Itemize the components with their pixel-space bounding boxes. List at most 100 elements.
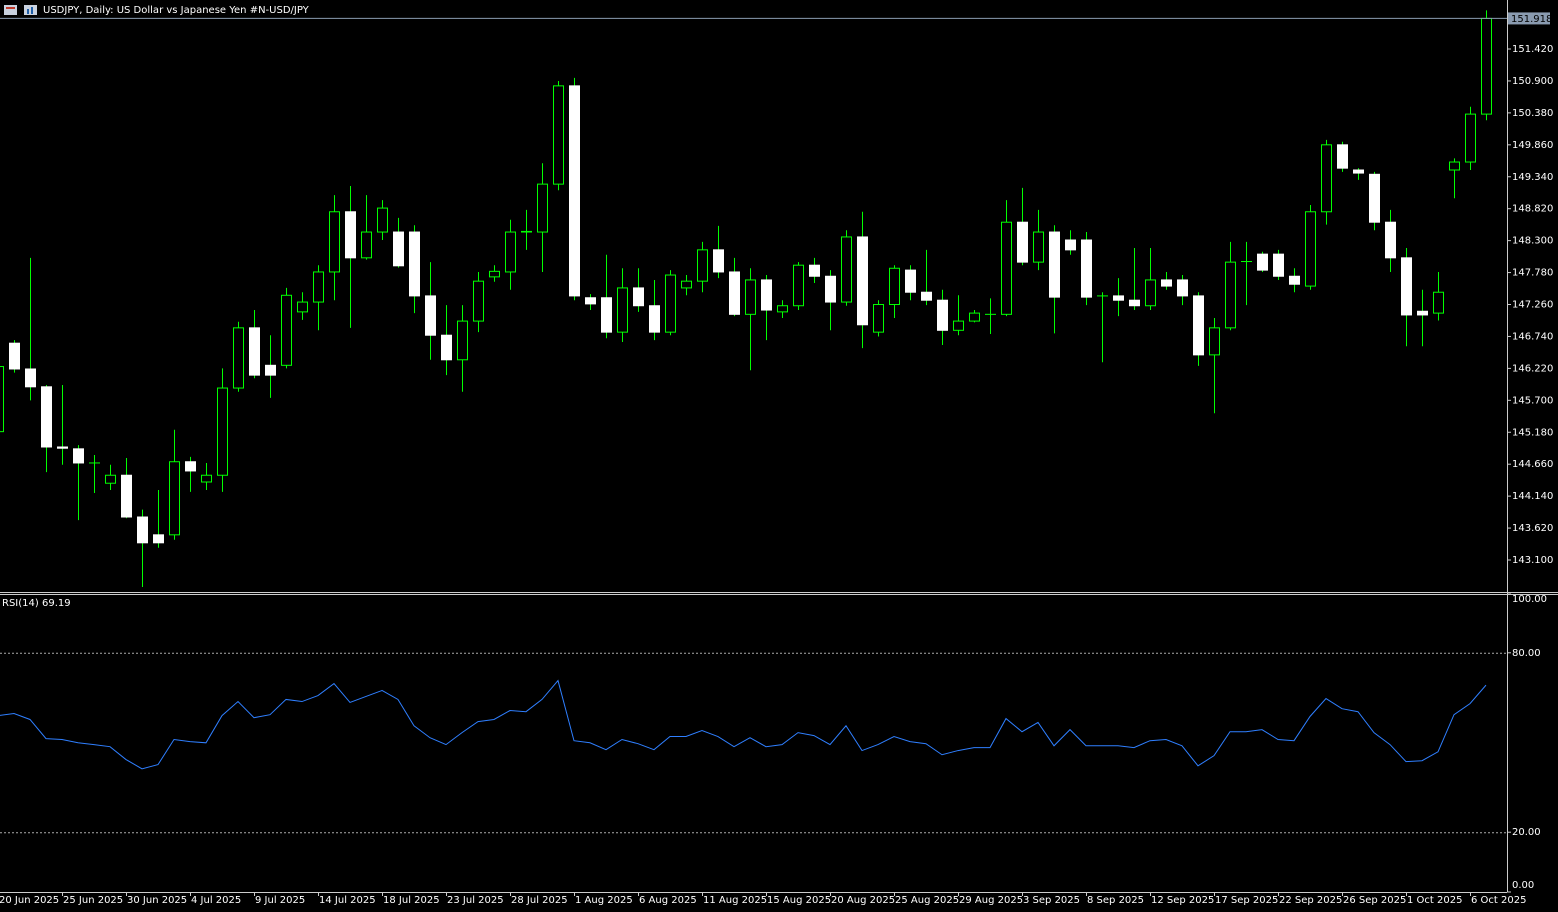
candle-body [1002, 222, 1012, 314]
candle-body [922, 292, 932, 300]
candle-body [1450, 162, 1460, 170]
candle-body [458, 321, 468, 360]
y-tick-label: 148.300 [1512, 236, 1553, 247]
y-tick-label: 145.700 [1512, 395, 1553, 406]
candle-body [490, 271, 500, 277]
x-tick-label: 4 Jul 2025 [191, 895, 241, 906]
candle-body [1178, 280, 1188, 296]
candle-body [1146, 280, 1156, 306]
candle-body [618, 288, 628, 332]
last-price-label: 151.918 [1511, 14, 1552, 25]
candle-body [874, 305, 884, 333]
y-tick-label: 149.860 [1512, 140, 1553, 151]
candle-body [714, 250, 724, 272]
y-tick-label: 150.380 [1512, 108, 1553, 119]
candle-body [1082, 240, 1092, 297]
y-tick-label: 80.00 [1512, 648, 1541, 659]
y-tick-label: 151.420 [1512, 44, 1553, 55]
x-tick-label: 12 Sep 2025 [1151, 895, 1214, 906]
candle-body [266, 365, 276, 375]
candle-body [1194, 296, 1204, 355]
x-tick-label: 6 Aug 2025 [639, 895, 697, 906]
candle-body [42, 387, 52, 447]
y-tick-label: 149.340 [1512, 172, 1553, 183]
x-tick-label: 3 Sep 2025 [1023, 895, 1080, 906]
candle-body [1386, 222, 1396, 258]
candle-body [506, 232, 516, 272]
candle-body [314, 272, 324, 302]
candle-body [602, 298, 612, 332]
candle-body [554, 86, 564, 184]
icon [6, 7, 15, 9]
candle-body [378, 208, 388, 232]
x-tick-label: 20 Aug 2025 [831, 895, 895, 906]
x-tick-label: 22 Sep 2025 [1279, 895, 1342, 906]
y-tick-label: 146.740 [1512, 331, 1553, 342]
candle-body [1402, 258, 1412, 315]
candle-body [1226, 262, 1236, 328]
x-tick-label: 25 Aug 2025 [895, 895, 959, 906]
candle-body [250, 328, 260, 375]
candle-body [842, 237, 852, 302]
candle-body [154, 535, 164, 543]
y-tick-label: 143.620 [1512, 523, 1553, 534]
y-tick-label: 147.780 [1512, 268, 1553, 279]
candle-body [1050, 232, 1060, 297]
candle-body [778, 306, 788, 312]
y-tick-label: 20.00 [1512, 827, 1541, 838]
x-tick-label: 20 Jun 2025 [0, 895, 59, 906]
candle-body [426, 296, 436, 335]
candle-body [1338, 145, 1348, 168]
x-tick-label: 23 Jul 2025 [447, 895, 504, 906]
indicator-title: RSI(14) 69.19 [2, 598, 71, 609]
x-tick-label: 9 Jul 2025 [255, 895, 305, 906]
x-tick-label: 1 Oct 2025 [1407, 895, 1462, 906]
y-tick-label: 144.140 [1512, 491, 1553, 502]
candle-body [10, 343, 20, 369]
candle-body [362, 232, 372, 258]
candle-body [698, 250, 708, 281]
candle-body [346, 212, 356, 258]
candle-body [1418, 311, 1428, 315]
candle-body [442, 335, 452, 360]
candle-body [762, 280, 772, 310]
candle-body [122, 475, 132, 517]
y-tick-label: 143.100 [1512, 555, 1553, 566]
candle-body [74, 449, 84, 463]
candle-body [938, 300, 948, 330]
x-tick-label: 15 Aug 2025 [767, 895, 831, 906]
candle-body [666, 275, 676, 332]
candle-body [586, 298, 596, 304]
candle-body [1354, 170, 1364, 173]
x-tick-label: 30 Jun 2025 [127, 895, 187, 906]
x-tick-label: 11 Aug 2025 [703, 895, 767, 906]
candle-body [1370, 174, 1380, 222]
icon [27, 9, 29, 14]
candle-body [1114, 296, 1124, 300]
indicator-name: RSI(14) [2, 598, 39, 609]
candle-body [794, 265, 804, 306]
candle-body [1034, 232, 1044, 262]
candle-body [1466, 114, 1476, 162]
candle-body [186, 462, 196, 471]
x-tick-label: 28 Jul 2025 [511, 895, 568, 906]
candle-body [234, 328, 244, 388]
indicator-value: 69.19 [42, 598, 71, 609]
y-tick-label: 146.220 [1512, 363, 1553, 374]
candle-body [858, 237, 868, 325]
candle-body [394, 232, 404, 266]
candle-body [170, 462, 180, 535]
candle-body [1306, 212, 1316, 286]
candle-body [1274, 254, 1284, 276]
x-tick-label: 25 Jun 2025 [63, 895, 123, 906]
candle-body [410, 232, 420, 296]
candle-body [570, 86, 580, 296]
candle-body [538, 184, 548, 232]
candle-body [1322, 145, 1332, 212]
x-tick-label: 8 Sep 2025 [1087, 895, 1144, 906]
x-tick-label: 6 Oct 2025 [1471, 895, 1526, 906]
candle-body [202, 475, 212, 482]
candle-body [298, 302, 308, 312]
